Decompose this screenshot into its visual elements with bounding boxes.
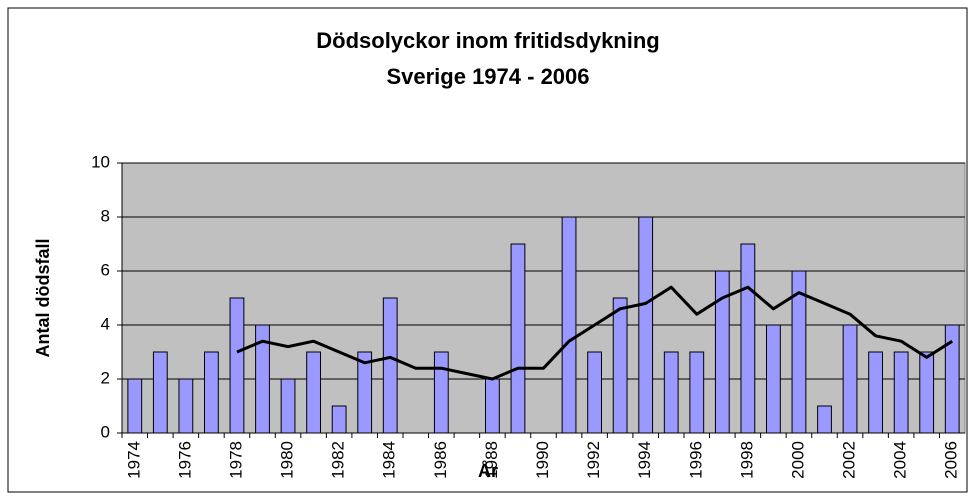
bar (817, 405, 832, 434)
bar (612, 297, 628, 434)
bar (152, 351, 168, 434)
y-tick-label: 0 (101, 422, 110, 441)
bar (663, 351, 679, 434)
bar (561, 216, 577, 434)
bar (229, 297, 245, 434)
x-tick-label: 1974 (124, 441, 143, 479)
moving-average-line (236, 285, 954, 381)
bar (842, 324, 858, 434)
bar (204, 351, 219, 434)
y-tick-label: 10 (91, 152, 110, 171)
bar (178, 378, 194, 434)
bar (127, 378, 143, 434)
bar (714, 270, 730, 434)
chart-subtitle: Sverige 1974 - 2006 (386, 64, 589, 89)
x-tick-label: 1980 (278, 441, 297, 479)
bar (433, 351, 449, 434)
bar (306, 351, 321, 434)
x-tick-label: 1998 (737, 441, 756, 479)
x-tick-label: 1976 (175, 441, 194, 479)
x-tick-label: 1986 (431, 441, 450, 479)
y-axis-title: Antal dödsfall (33, 238, 53, 357)
x-tick-label: 1978 (226, 441, 245, 479)
chart-title: Dödsolyckor inom fritidsdykning (316, 28, 659, 53)
x-tick-label: 2000 (788, 441, 807, 479)
bar (382, 297, 398, 434)
bar (740, 243, 756, 434)
x-tick-label: 2004 (891, 441, 910, 479)
bar (791, 270, 807, 434)
bar (331, 405, 347, 434)
bar (944, 324, 960, 434)
x-tick-label: 1994 (635, 441, 654, 479)
bar (919, 351, 935, 434)
x-tick-label: 1988 (482, 441, 501, 479)
x-tick-label: 1990 (533, 441, 552, 479)
bar (893, 351, 909, 434)
y-tick-label: 4 (101, 314, 110, 333)
x-tick-label: 1996 (686, 441, 705, 479)
y-tick-label: 2 (101, 368, 110, 387)
y-tick-label: 8 (101, 206, 110, 225)
bar (689, 351, 705, 434)
bar (766, 324, 781, 434)
x-tick-label: 1992 (584, 441, 603, 479)
bar (280, 378, 296, 434)
x-tick-label: 1982 (329, 441, 348, 479)
bar (638, 216, 654, 434)
bar (357, 351, 373, 434)
x-tick-label: 1984 (380, 441, 399, 479)
plot-area (121, 162, 966, 434)
bar (587, 351, 602, 434)
x-tick-label: 2002 (840, 441, 859, 479)
y-tick-label: 6 (101, 260, 110, 279)
x-tick-label: 2006 (942, 441, 961, 479)
x-axis-title: År (478, 461, 498, 481)
bar (510, 243, 526, 434)
bar (485, 378, 500, 434)
bar (868, 351, 883, 434)
bar (255, 324, 270, 434)
